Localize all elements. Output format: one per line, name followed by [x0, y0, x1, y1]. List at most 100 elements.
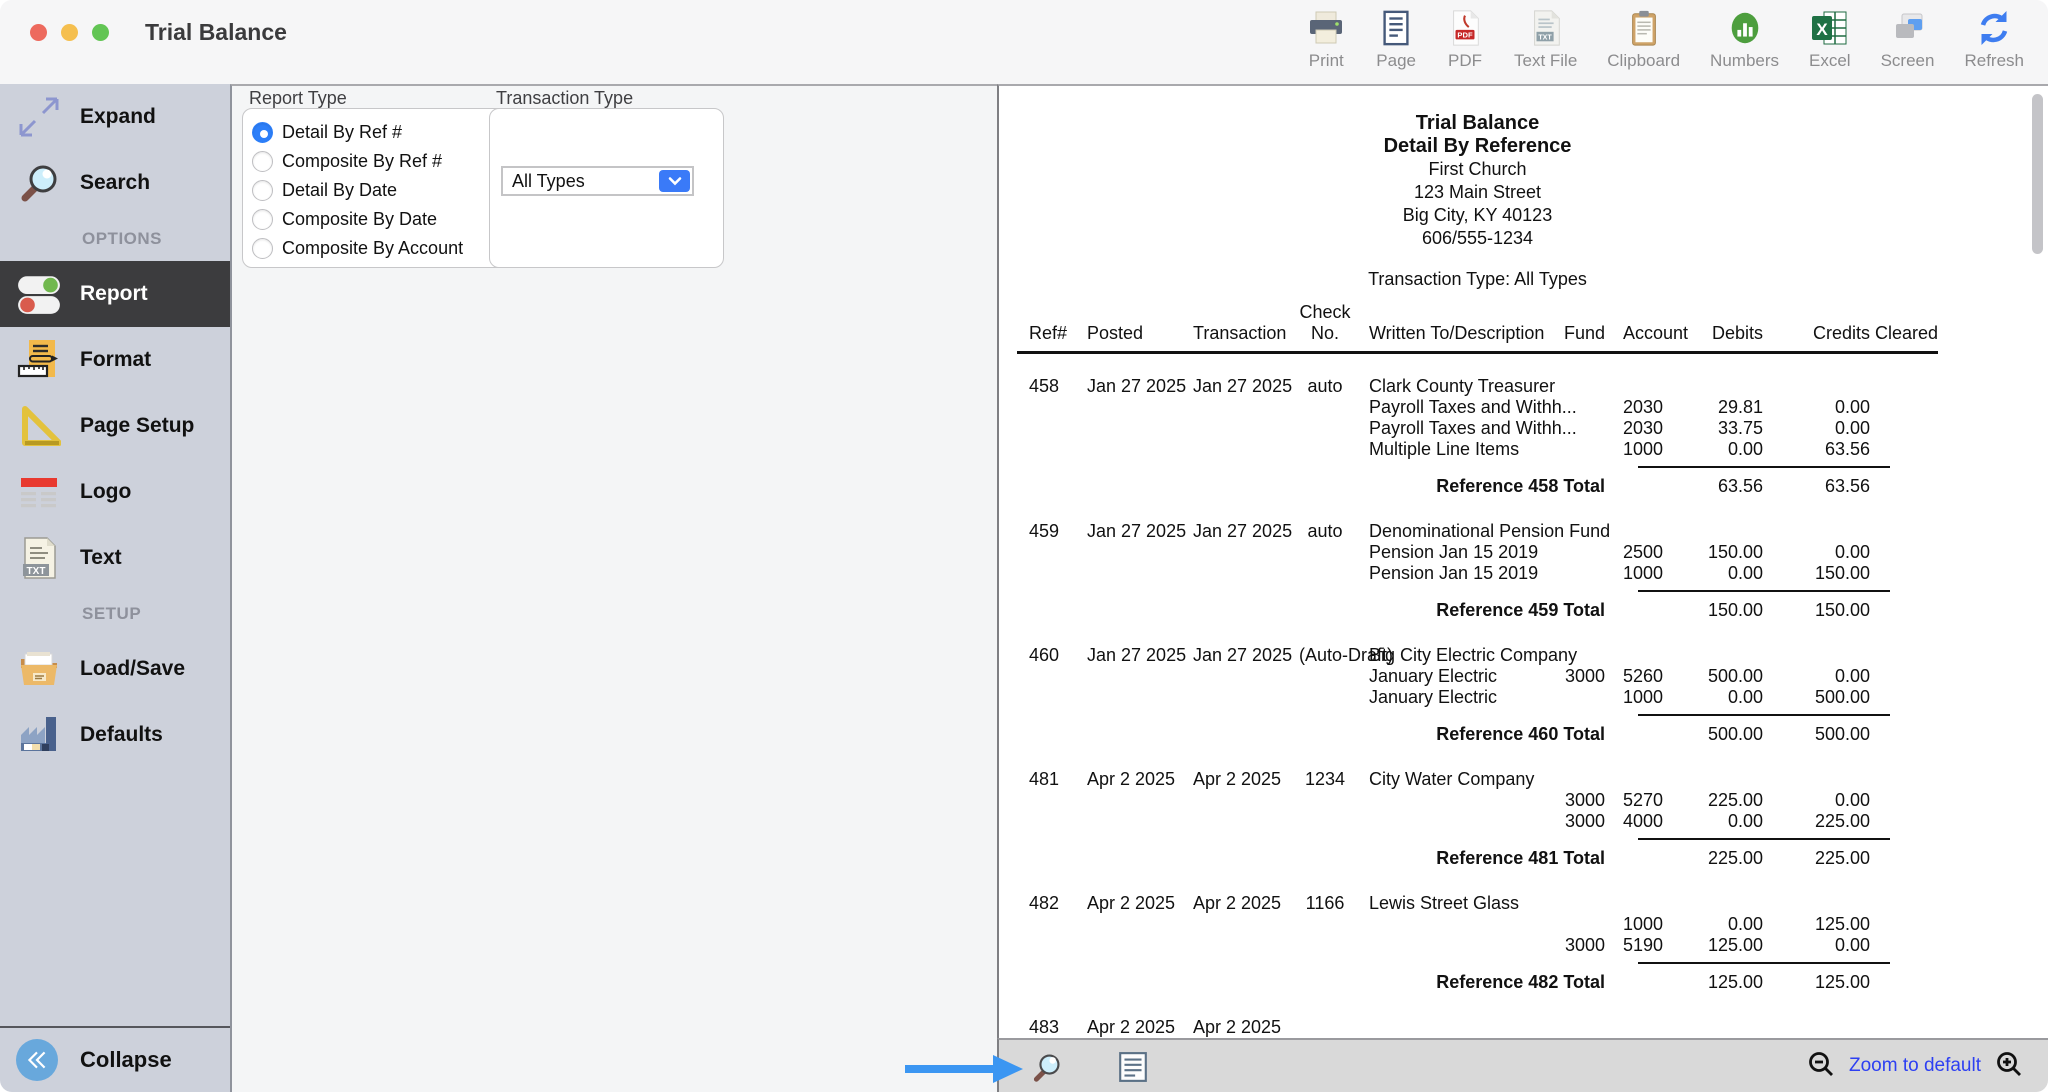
table-header-row: Check	[1017, 302, 1997, 323]
total-rule	[1638, 838, 1890, 840]
sidebar-item-format[interactable]: Format	[0, 327, 230, 393]
zoom-to-default-link[interactable]: Zoom to default	[1848, 1055, 1981, 1076]
excel-icon: X	[1810, 8, 1850, 48]
table-cell: 33.75	[1717, 418, 1763, 438]
toolbar-label: Screen	[1880, 51, 1935, 70]
toolbar-label: Text File	[1513, 51, 1578, 70]
transaction-type-dropdown[interactable]: All Types	[501, 166, 694, 196]
radio-option-label: Composite By Account	[282, 238, 464, 258]
refresh-button[interactable]: Refresh	[1964, 8, 2024, 71]
print-button[interactable]: Print	[1306, 8, 1346, 71]
collapse-icon[interactable]	[16, 1039, 58, 1081]
radio-button-icon[interactable]	[252, 151, 273, 172]
table-cell: Apr 2 2025	[1193, 893, 1282, 913]
numbers-app-icon	[1726, 8, 1764, 48]
sidebar-item-text[interactable]: TXT Text	[0, 525, 230, 591]
title-bar: Trial Balance Print Page PDF PDF	[0, 0, 2048, 84]
report-preview[interactable]: Trial Balance Detail By Reference First …	[997, 84, 2048, 1038]
sidebar-item-load-save[interactable]: Load/Save	[0, 636, 230, 702]
column-header: Fund	[1563, 323, 1605, 343]
header-rule	[1017, 351, 1938, 354]
arrow-shaft	[905, 1065, 995, 1073]
radio-option[interactable]: Detail By Date	[252, 176, 608, 205]
document-view-icon[interactable]	[1117, 1051, 1149, 1088]
radio-option[interactable]: Composite By Account	[252, 234, 608, 263]
toolbar-label: Refresh	[1964, 51, 2024, 70]
radio-button-icon[interactable]	[252, 209, 273, 230]
collapse-bar[interactable]: Collapse	[0, 1026, 230, 1092]
radio-button-icon[interactable]	[252, 122, 273, 143]
table-cell: 1000	[1623, 914, 1664, 934]
radio-option-label: Composite By Ref #	[282, 151, 443, 171]
sidebar-item-report[interactable]: Report	[0, 261, 230, 327]
report-block: 460 Jan 27 2025 Jan 27 2025 (Auto-Draft) Big…	[1017, 645, 1997, 745]
radio-option-label: Detail By Date	[282, 180, 398, 200]
report-block: 459 Jan 27 2025 Jan 27 2025 auto Denominatio…	[1017, 521, 1997, 621]
table-cell: 3000	[1564, 811, 1605, 831]
toolbar-label: Numbers	[1710, 51, 1780, 70]
chevron-down-icon[interactable]	[659, 170, 690, 192]
table-cell: 4000	[1623, 811, 1664, 831]
table-cell: 225.00	[1814, 811, 1870, 831]
table-row: 482 Apr 2 2025 Apr 2 2025 1166 Lewis Street …	[1017, 893, 1997, 914]
radio-button-icon[interactable]	[252, 238, 273, 259]
table-cell: 29.81	[1717, 397, 1763, 417]
clipboard-button[interactable]: Clipboard	[1607, 8, 1680, 71]
report-type-group-label: Report Type	[249, 88, 347, 108]
transaction-type-group: All Types	[489, 108, 724, 268]
radio-option-label: Detail By Ref #	[282, 122, 403, 142]
page-button[interactable]: Page	[1376, 8, 1416, 71]
table-row: January Electric 3000 5260 500.00 0.00	[1017, 666, 1997, 687]
sidebar-item-page-setup[interactable]: Page Setup	[0, 393, 230, 459]
table-row: 460 Jan 27 2025 Jan 27 2025 (Auto-Draft) Big…	[1017, 645, 1997, 666]
clipboard-icon	[1625, 8, 1663, 48]
traffic-lights	[30, 24, 109, 41]
table-cell: 225.00	[1707, 790, 1763, 810]
table-cell: 225.00	[1707, 848, 1763, 868]
table-cell: 2030	[1623, 418, 1664, 438]
table-row: 459 Jan 27 2025 Jan 27 2025 auto Denominatio…	[1017, 521, 1997, 542]
table-cell: 0.00	[1727, 687, 1763, 707]
sidebar-item-defaults[interactable]: Defaults	[0, 702, 230, 768]
transaction-type-group-label: Transaction Type	[496, 88, 634, 108]
column-header: Credits	[1812, 323, 1870, 343]
sidebar-item-expand[interactable]: Expand	[0, 84, 230, 150]
close-window-button[interactable]	[30, 24, 47, 41]
table-cell: Apr 2 2025	[1193, 769, 1282, 789]
table-cell: Clark County Treasurer	[1369, 376, 1556, 396]
table-row: Pension Jan 15 2019 1000 0.00 150.00	[1017, 563, 1997, 584]
toolbar: Print Page PDF PDF TXT Text File	[1306, 8, 2024, 71]
table-row: 3000 5270 225.00 0.00	[1017, 790, 1997, 811]
screen-button[interactable]: Screen	[1880, 8, 1935, 71]
text-file-button[interactable]: TXT Text File	[1514, 8, 1577, 71]
pdf-button[interactable]: PDF PDF	[1446, 8, 1484, 71]
zoom-out-icon[interactable]	[1806, 1049, 1836, 1084]
excel-button[interactable]: X Excel	[1809, 8, 1851, 71]
magnifier-tool-icon[interactable]	[1029, 1048, 1065, 1091]
radio-option[interactable]: Composite By Date	[252, 205, 608, 234]
radio-option[interactable]: Detail By Ref #	[252, 118, 608, 147]
table-cell: 5260	[1623, 666, 1664, 686]
report-type-options: Detail By Ref # Composite By Ref # Detai…	[243, 109, 608, 263]
radio-button-icon[interactable]	[252, 180, 273, 201]
report-header: Trial Balance Detail By Reference First …	[1017, 112, 1938, 250]
numbers-button[interactable]: Numbers	[1710, 8, 1779, 71]
minimize-window-button[interactable]	[61, 24, 78, 41]
zoom-in-icon[interactable]	[1994, 1049, 2024, 1084]
column-header: Posted	[1087, 323, 1144, 343]
search-icon	[16, 160, 62, 206]
table-header-row: Ref# Posted Transaction No. Written To/D…	[1017, 323, 1997, 344]
report-table-body: 458 Jan 27 2025 Jan 27 2025 auto Clark Count…	[1017, 376, 1997, 1038]
table-cell: Jan 27 2025	[1087, 521, 1187, 541]
radio-option[interactable]: Composite By Ref #	[252, 147, 608, 176]
sidebar-item-search[interactable]: Search	[0, 150, 230, 216]
table-row: 1000 0.00 125.00	[1017, 914, 1997, 935]
toolbar-label: PDF	[1447, 51, 1482, 70]
vertical-scrollbar[interactable]	[2032, 94, 2043, 254]
sidebar-item-logo[interactable]: Logo	[0, 459, 230, 525]
zoom-window-button[interactable]	[92, 24, 109, 41]
sidebar-item-label: Logo	[80, 480, 132, 503]
table-cell: Apr 2 2025	[1087, 893, 1176, 913]
report-block: 458 Jan 27 2025 Jan 27 2025 auto Clark Count…	[1017, 376, 1997, 497]
total-rule	[1638, 590, 1890, 592]
